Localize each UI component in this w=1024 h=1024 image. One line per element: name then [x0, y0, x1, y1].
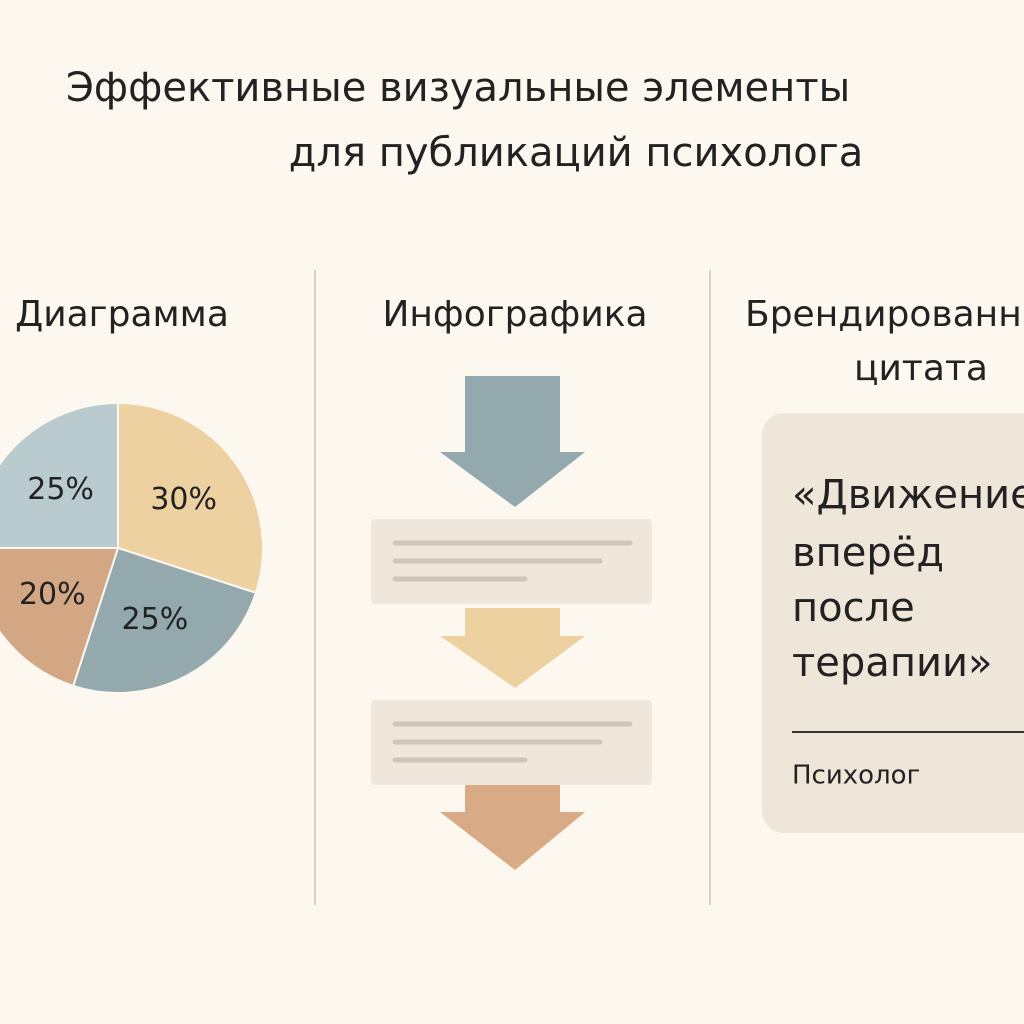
quote-line: после — [792, 585, 915, 631]
pie-slice — [117, 401, 264, 595]
infographic — [371, 376, 652, 870]
pie: 30% 25% 20% 25% — [0, 401, 264, 694]
pie-slice — [71, 546, 258, 694]
arrow — [440, 608, 585, 688]
quote-card — [762, 413, 1024, 833]
column-heading: Брендированная — [745, 294, 1024, 335]
quote-line: «Движение — [792, 472, 1024, 518]
pie-slice — [0, 401, 119, 549]
column-heading: цитата — [854, 348, 988, 389]
quote-line: терапии» — [792, 640, 992, 686]
slice-label: 20% — [19, 577, 86, 612]
column-heading: Диаграмма — [15, 294, 229, 335]
title-line: Эффективные визуальные элементы — [66, 65, 850, 111]
slice-label: 30% — [150, 482, 217, 517]
arrow — [440, 376, 585, 507]
pie-slice — [0, 547, 120, 688]
slice-label: 25% — [27, 472, 94, 507]
title-line: для публикаций психолога — [289, 130, 864, 176]
column-heading: Инфографика — [382, 294, 647, 335]
quote-line: вперёд — [792, 530, 944, 576]
slice-label: 25% — [122, 602, 189, 637]
quote-author: Психолог — [792, 761, 920, 791]
arrow — [440, 785, 585, 870]
